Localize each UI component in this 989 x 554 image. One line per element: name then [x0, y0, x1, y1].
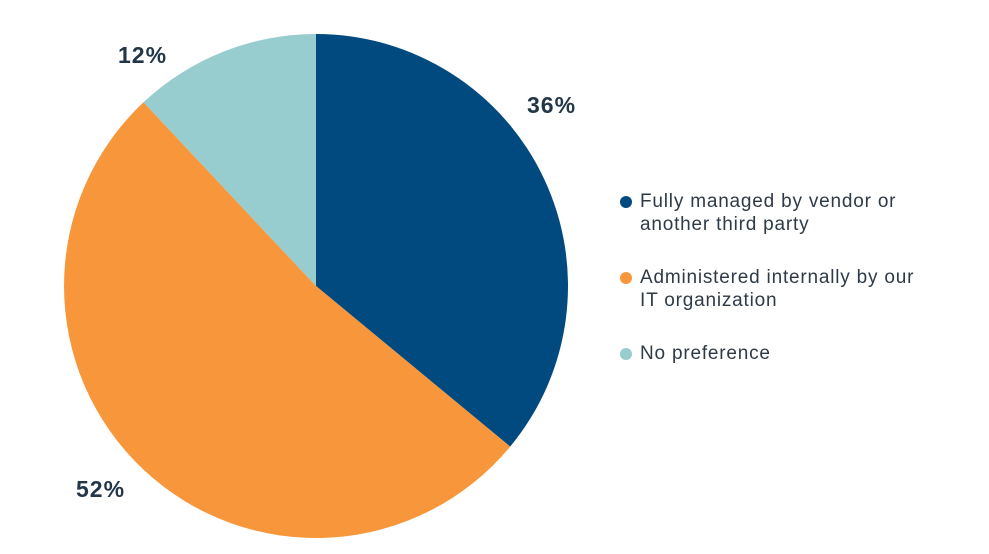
- percent-label-administered-internally: 52%: [76, 476, 126, 502]
- percent-label-no-preference: 12%: [118, 42, 168, 68]
- legend-swatch: [620, 196, 632, 208]
- legend-label: Fully managed by vendor or another third…: [640, 191, 897, 235]
- legend-label: No preference: [640, 343, 771, 364]
- legend-item-no-preference: No preference: [620, 342, 980, 365]
- legend-item-administered-internally: Administered internally by our IT organi…: [620, 266, 980, 312]
- legend-item-fully-managed: Fully managed by vendor or another third…: [620, 190, 980, 236]
- legend-swatch: [620, 348, 632, 360]
- percent-label-fully-managed: 36%: [527, 92, 577, 118]
- legend-label: Administered internally by our IT organi…: [640, 267, 915, 311]
- legend-swatch: [620, 272, 632, 284]
- pie-slice-3: [143, 33, 316, 286]
- pie-slice-1: [316, 34, 569, 447]
- pie-slice-2: [64, 102, 511, 538]
- legend: Fully managed by vendor or another third…: [620, 190, 980, 395]
